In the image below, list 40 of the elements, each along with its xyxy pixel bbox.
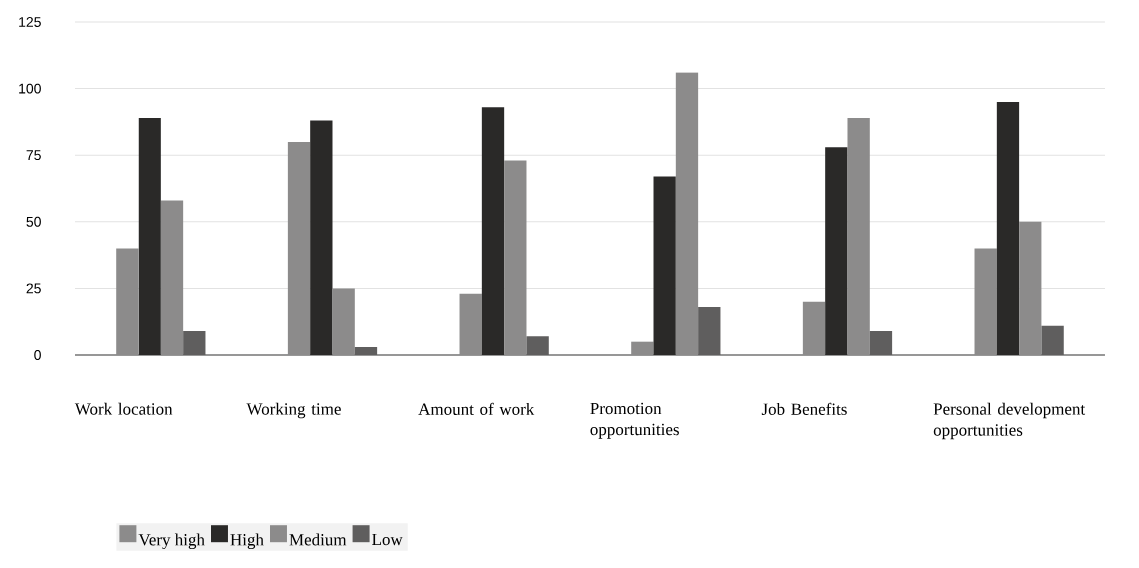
bar bbox=[802, 301, 826, 355]
bar bbox=[138, 117, 161, 355]
legend-label: Very high bbox=[138, 533, 205, 550]
x-tick-label: Working time bbox=[246, 402, 341, 419]
bar bbox=[825, 147, 848, 355]
bar bbox=[698, 307, 721, 355]
y-tick-label: 100 bbox=[19, 83, 41, 94]
x-tick-label: Promotion opportunities bbox=[590, 402, 679, 439]
bar bbox=[847, 117, 870, 355]
bar bbox=[869, 331, 893, 355]
bar bbox=[1041, 325, 1064, 355]
bar bbox=[631, 341, 654, 355]
bar bbox=[653, 176, 676, 355]
legend-label: Medium bbox=[289, 533, 347, 546]
x-tick-label: Job Benefits bbox=[761, 402, 847, 415]
bar bbox=[504, 160, 527, 355]
x-tick-label: Work location bbox=[74, 402, 173, 415]
y-tick-label: 75 bbox=[26, 150, 41, 161]
bar bbox=[287, 141, 311, 355]
x-tick-label: Amount of work bbox=[418, 402, 535, 415]
x-tick-label: Personal development opportunities bbox=[933, 402, 1086, 440]
bar bbox=[116, 248, 139, 355]
legend-label: Low bbox=[372, 533, 403, 546]
bar bbox=[675, 72, 699, 355]
bar bbox=[354, 347, 378, 355]
y-tick-label: 125 bbox=[19, 17, 41, 27]
legend-label: High bbox=[230, 533, 264, 550]
bar bbox=[526, 336, 549, 355]
bar bbox=[310, 120, 333, 355]
bar bbox=[996, 101, 1020, 355]
bar bbox=[160, 200, 184, 355]
bar bbox=[481, 107, 505, 355]
y-tick-label: 0 bbox=[34, 350, 41, 360]
bar bbox=[974, 248, 997, 355]
y-tick-label: 50 bbox=[26, 216, 41, 227]
bar bbox=[459, 293, 482, 355]
bar bbox=[183, 331, 206, 355]
y-tick-label: 25 bbox=[26, 283, 41, 294]
bar bbox=[332, 288, 355, 355]
bar bbox=[1019, 221, 1042, 355]
